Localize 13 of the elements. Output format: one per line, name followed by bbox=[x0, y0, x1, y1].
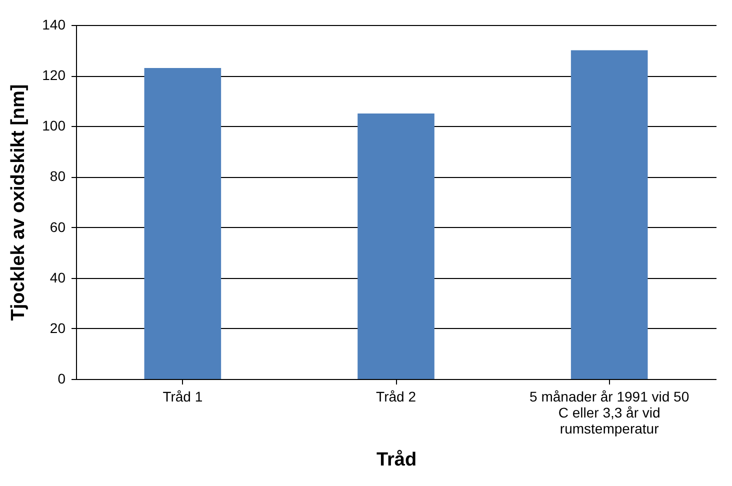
y-tick-label: 60 bbox=[50, 218, 66, 235]
y-tick-label: 80 bbox=[50, 168, 66, 184]
x-tick-label: Tråd 1 bbox=[162, 388, 203, 404]
y-tick-label: 0 bbox=[58, 370, 66, 386]
y-tick-label: 40 bbox=[50, 269, 66, 286]
y-tick-label: 120 bbox=[42, 67, 66, 84]
x-tick-label: 5 månader år 1991 vid 50 C eller 3,3 år vid rumstemperatur bbox=[530, 388, 690, 436]
y-axis-title: Tjocklek av oxidskikt [nm] bbox=[8, 84, 30, 321]
x-tick-label: Tråd 2 bbox=[376, 388, 416, 404]
y-tick-label: 20 bbox=[50, 320, 66, 336]
y-tick-label: 100 bbox=[42, 118, 66, 134]
x-axis-title: Tråd bbox=[376, 450, 417, 470]
y-tick-label: 140 bbox=[42, 16, 66, 32]
